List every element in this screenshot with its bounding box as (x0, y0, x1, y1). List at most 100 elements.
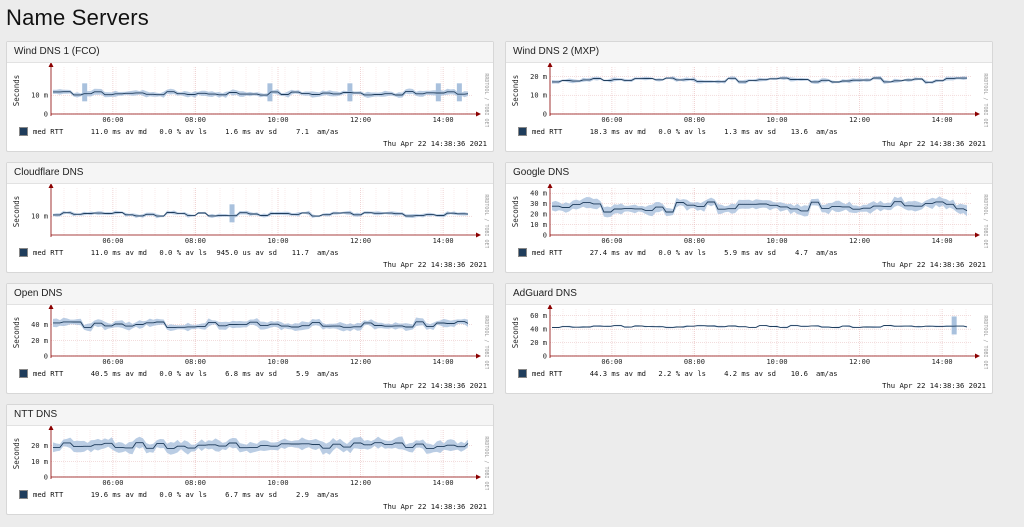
y-tick-label: 0 (543, 232, 547, 240)
y-axis-arrow (48, 426, 54, 430)
legend-swatch (19, 490, 28, 499)
legend-series-name: med RTT (33, 490, 64, 499)
rtt-chart: 0 20 m 40 m 60 m 06:00 08:00 10:00 12:00 14:00 Se… (511, 305, 988, 369)
rrdtool-credit: RRDTOOL / TOBI OETIKER (483, 436, 489, 490)
sd-value: 5.9 ms av sd (724, 248, 776, 257)
legend-row: med RTT 18.3 ms av md 0.0 % av ls 1.3 ms av… (518, 127, 838, 136)
y-tick-label: 40 m (530, 190, 547, 198)
y-axis-label: Seconds (12, 196, 21, 228)
am-unit: am/as (816, 127, 838, 136)
am-value: 2.9 (296, 490, 309, 499)
legend-swatch (19, 369, 28, 378)
x-tick-label: 12:00 (350, 479, 371, 487)
panel-title: Open DNS (14, 288, 63, 299)
y-axis-arrow (48, 305, 54, 309)
legend-series-name: med RTT (33, 369, 64, 378)
legend-row: med RTT 44.3 ms av md 2.2 % av ls 4.2 ms av… (518, 369, 838, 378)
y-tick-label: 20 m (31, 442, 48, 450)
y-axis-arrow (547, 184, 553, 188)
rtt-chart: 0 10 m 20 m 30 m 40 m 06:00 08:00 10:00 12:00 14:… (511, 184, 988, 248)
panel-title: AdGuard DNS (513, 288, 577, 299)
page-title: Name Servers (6, 5, 149, 30)
am-unit: am/as (317, 490, 339, 499)
x-tick-label: 06:00 (102, 358, 123, 366)
y-tick-label: 0 (543, 111, 547, 119)
y-axis-label: Seconds (12, 438, 21, 470)
x-tick-label: 12:00 (849, 237, 870, 245)
am-value: 4.7 (795, 248, 808, 257)
graph-date: Thu Apr 22 14:38:36 2021 (882, 260, 986, 269)
x-tick-label: 14:00 (932, 358, 953, 366)
rtt-spike (951, 316, 957, 335)
panel-title: Cloudflare DNS (14, 167, 84, 178)
panel-header: Google DNS (506, 163, 992, 184)
y-tick-label: 20 m (530, 211, 547, 219)
x-tick-label: 10:00 (766, 116, 787, 124)
graph-date: Thu Apr 22 14:38:36 2021 (383, 502, 487, 511)
y-axis-arrow (547, 305, 553, 309)
panel-header: Wind DNS 2 (MXP) (506, 42, 992, 63)
x-tick-label: 14:00 (433, 479, 454, 487)
median-rtt-value: 11.0 ms av md (90, 248, 147, 257)
x-axis-arrow (476, 232, 481, 238)
x-tick-label: 06:00 (102, 479, 123, 487)
x-axis-arrow (476, 474, 481, 480)
median-rtt-value: 19.6 ms av md (90, 490, 147, 499)
y-tick-label: 30 m (530, 200, 547, 208)
y-tick-label: 10 m (31, 213, 48, 221)
median-rtt-line (552, 77, 967, 83)
median-rtt-line (552, 325, 968, 328)
legend-series-name: med RTT (33, 127, 64, 136)
am-value: 5.9 (296, 369, 309, 378)
panel-title: Wind DNS 2 (MXP) (513, 46, 600, 57)
panel-title: NTT DNS (14, 409, 58, 420)
x-tick-label: 08:00 (185, 116, 206, 124)
x-tick-label: 14:00 (932, 237, 953, 245)
panel-title: Wind DNS 1 (FCO) (14, 46, 100, 57)
median-rtt-value: 40.5 ms av md (90, 369, 147, 378)
sd-value: 6.7 ms av sd (225, 490, 277, 499)
x-tick-label: 10:00 (267, 358, 288, 366)
graph-date: Thu Apr 22 14:38:36 2021 (383, 260, 487, 269)
graph-panel: Cloudflare DNS 10 m 06:00 08:00 10:00 12:00 14… (6, 162, 494, 273)
median-rtt-line (552, 201, 968, 213)
sd-value: 1.6 ms av sd (225, 127, 277, 136)
panel-header: Cloudflare DNS (7, 163, 493, 184)
panel-header: AdGuard DNS (506, 284, 992, 305)
sd-value: 6.8 ms av sd (225, 369, 277, 378)
x-tick-label: 08:00 (684, 116, 705, 124)
graph-panel: AdGuard DNS 0 20 m 40 m 60 m 06:00 08:00 10:00 1… (505, 283, 993, 394)
am-unit: am/as (816, 248, 838, 257)
x-tick-label: 10:00 (766, 237, 787, 245)
rtt-chart: 10 m 06:00 08:00 10:00 12:00 14:00 Seconds RRDT… (12, 184, 489, 248)
y-axis-label: Seconds (12, 75, 21, 107)
loss-value: 0.0 % av ls (658, 127, 706, 136)
rrdtool-credit: RRDTOOL / TOBI OETIKER (483, 194, 489, 248)
y-tick-label: 20 m (31, 337, 48, 345)
loss-value: 0.0 % av ls (159, 127, 207, 136)
x-axis-arrow (476, 111, 481, 117)
legend-series-name: med RTT (532, 369, 563, 378)
rtt-spread-band (53, 317, 468, 332)
rrdtool-credit: RRDTOOL / TOBI OETIKER (982, 73, 988, 127)
rtt-spike (229, 204, 235, 223)
graph-date: Thu Apr 22 14:38:36 2021 (383, 139, 487, 148)
legend-row: med RTT 11.0 ms av md 0.0 % av ls 1.6 ms av… (19, 127, 339, 136)
y-tick-label: 10 m (530, 221, 547, 229)
graph-date: Thu Apr 22 14:38:36 2021 (882, 381, 986, 390)
am-value: 7.1 (296, 127, 309, 136)
y-tick-label: 20 m (530, 339, 547, 347)
rtt-chart: 0 10 m 20 m 06:00 08:00 10:00 12:00 14:00 Second… (511, 63, 988, 127)
legend-swatch (19, 248, 28, 257)
am-unit: am/as (816, 369, 838, 378)
median-rtt-value: 18.3 ms av md (589, 127, 646, 136)
x-tick-label: 06:00 (601, 116, 622, 124)
x-tick-label: 08:00 (185, 479, 206, 487)
x-axis-arrow (975, 111, 980, 117)
legend-row: med RTT 27.4 ms av md 0.0 % av ls 5.9 ms av… (518, 248, 838, 257)
median-rtt-line (53, 90, 469, 96)
rrdtool-credit: RRDTOOL / TOBI OETIKER (982, 315, 988, 369)
y-tick-label: 10 m (530, 92, 547, 100)
legend-series-name: med RTT (33, 248, 64, 257)
panel-header: Open DNS (7, 284, 493, 305)
